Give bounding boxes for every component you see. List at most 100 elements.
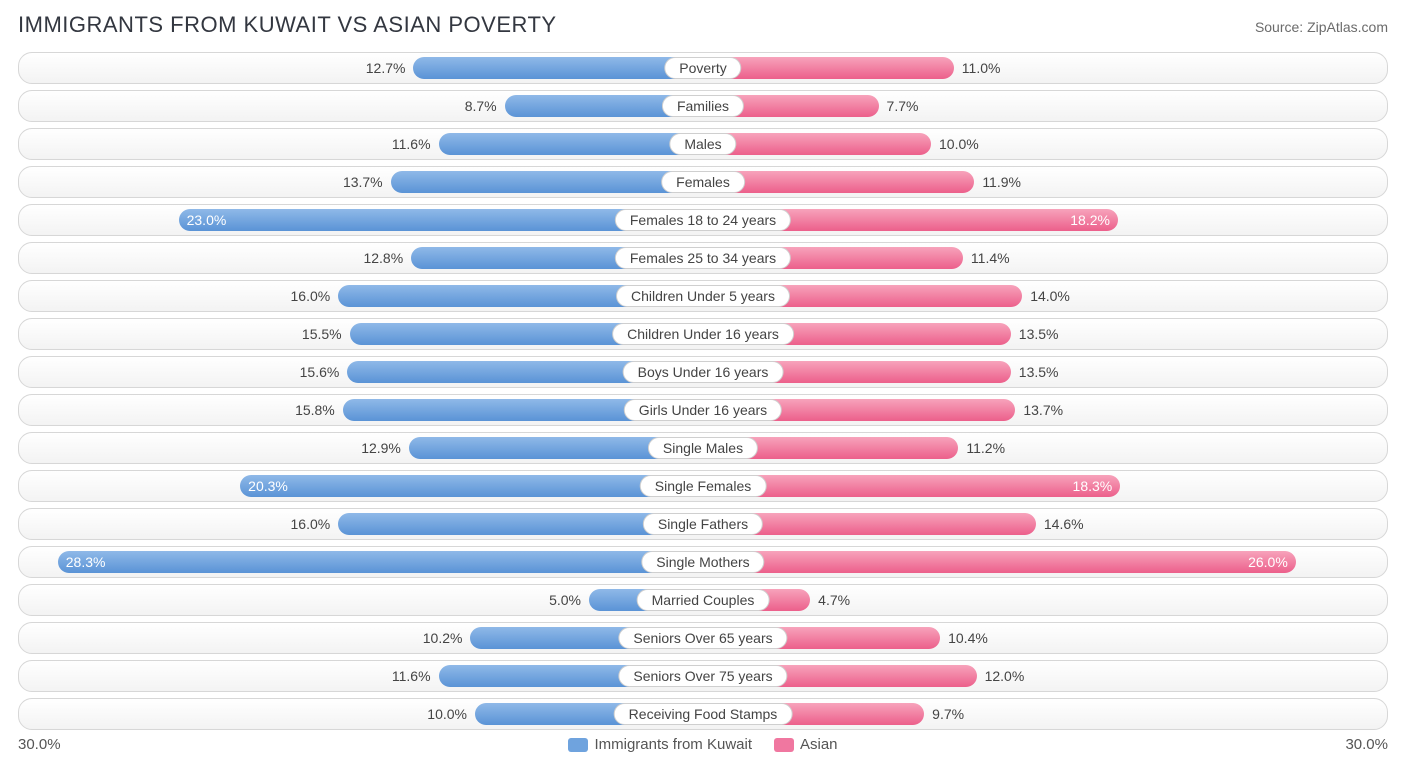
category-label: Single Mothers: [641, 551, 764, 573]
value-label-right: 11.4%: [963, 250, 1010, 266]
row-right-half: 9.7%: [703, 699, 1387, 729]
row-right-half: 13.5%: [703, 319, 1387, 349]
category-label: Families: [662, 95, 744, 117]
bar-right: 10.0%: [703, 133, 931, 155]
value-label-left: 10.0%: [427, 706, 475, 722]
category-label: Females: [661, 171, 745, 193]
value-label-right: 14.0%: [1022, 288, 1070, 304]
chart-row: 28.3% 26.0% Single Mothers: [18, 546, 1388, 578]
row-left-half: 8.7%: [19, 91, 703, 121]
row-left-half: 10.0%: [19, 699, 703, 729]
row-left-half: 23.0%: [19, 205, 703, 235]
category-label: Children Under 16 years: [612, 323, 794, 345]
diverging-bar-chart: 12.7% 11.0% Poverty 8.7% 7.7% Families 11.6% 10…: [18, 52, 1388, 730]
row-left-half: 5.0%: [19, 585, 703, 615]
chart-title: IMMIGRANTS FROM KUWAIT VS ASIAN POVERTY: [18, 12, 557, 38]
value-label-right: 7.7%: [879, 98, 919, 114]
source-name: ZipAtlas.com: [1307, 19, 1388, 35]
bar-right: 26.0%: [703, 551, 1296, 573]
category-label: Females 18 to 24 years: [615, 209, 791, 231]
category-label: Married Couples: [637, 589, 770, 611]
category-label: Boys Under 16 years: [623, 361, 784, 383]
value-label-left: 12.9%: [361, 440, 409, 456]
chart-row: 16.0% 14.0% Children Under 5 years: [18, 280, 1388, 312]
value-label-right: 13.5%: [1011, 364, 1059, 380]
legend-swatch: [774, 738, 794, 752]
value-label-left: 12.7%: [366, 60, 414, 76]
bar-left: 13.7%: [391, 171, 703, 193]
row-right-half: 26.0%: [703, 547, 1387, 577]
chart-row: 15.8% 13.7%Girls Under 16 years: [18, 394, 1388, 426]
chart-row: 12.8%11.4%Females 25 to 34 years: [18, 242, 1388, 274]
value-label-left: 16.0%: [291, 288, 339, 304]
chart-source: Source: ZipAtlas.com: [1255, 19, 1388, 35]
category-label: Poverty: [664, 57, 741, 79]
legend: Immigrants from Kuwait Asian: [61, 736, 1346, 753]
row-right-half: 4.7%: [703, 585, 1387, 615]
bar-left: 28.3%: [58, 551, 703, 573]
row-right-half: 11.2%: [703, 433, 1387, 463]
chart-row: 10.2% 10.4% Seniors Over 65 years: [18, 622, 1388, 654]
category-label: Children Under 5 years: [616, 285, 790, 307]
row-right-half: 18.2%: [703, 205, 1387, 235]
value-label-right: 11.2%: [958, 440, 1005, 456]
value-label-right: 10.0%: [931, 136, 979, 152]
value-label-right: 26.0%: [1248, 554, 1288, 570]
row-right-half: 14.6%: [703, 509, 1387, 539]
chart-row: 15.6% 13.5% Boys Under 16 years: [18, 356, 1388, 388]
value-label-left: 10.2%: [423, 630, 471, 646]
value-label-right: 10.4%: [940, 630, 988, 646]
row-left-half: 15.6%: [19, 357, 703, 387]
row-left-half: 12.8%: [19, 243, 703, 273]
legend-label: Asian: [800, 736, 838, 753]
chart-row: 12.7% 11.0% Poverty: [18, 52, 1388, 84]
value-label-left: 11.6%: [392, 136, 439, 152]
row-left-half: 28.3%: [19, 547, 703, 577]
legend-item: Asian: [774, 736, 838, 753]
row-right-half: 7.7%: [703, 91, 1387, 121]
chart-row: 11.6%10.0%Males: [18, 128, 1388, 160]
value-label-right: 13.5%: [1011, 326, 1059, 342]
category-label: Girls Under 16 years: [624, 399, 782, 421]
category-label: Males: [669, 133, 736, 155]
chart-row: 20.3% 18.3% Single Females: [18, 470, 1388, 502]
value-label-right: 18.3%: [1073, 478, 1113, 494]
bar-left: 20.3%: [240, 475, 703, 497]
category-label: Single Females: [640, 475, 767, 497]
row-right-half: 11.9%: [703, 167, 1387, 197]
legend-item: Immigrants from Kuwait: [568, 736, 752, 753]
chart-row: 13.7%11.9%Females: [18, 166, 1388, 198]
category-label: Seniors Over 65 years: [618, 627, 787, 649]
value-label-left: 11.6%: [392, 668, 439, 684]
value-label-left: 5.0%: [549, 592, 589, 608]
legend-label: Immigrants from Kuwait: [594, 736, 752, 753]
chart-footer: 30.0% Immigrants from KuwaitAsian 30.0%: [18, 736, 1388, 753]
category-label: Single Fathers: [643, 513, 763, 535]
row-right-half: 13.5%: [703, 357, 1387, 387]
value-label-right: 11.0%: [954, 60, 1001, 76]
chart-row: 8.7% 7.7% Families: [18, 90, 1388, 122]
category-label: Receiving Food Stamps: [614, 703, 793, 725]
row-right-half: 11.0%: [703, 53, 1387, 83]
legend-swatch: [568, 738, 588, 752]
value-label-right: 9.7%: [924, 706, 964, 722]
value-label-right: 14.6%: [1036, 516, 1084, 532]
value-label-left: 15.8%: [295, 402, 343, 418]
row-left-half: 10.2%: [19, 623, 703, 653]
value-label-left: 8.7%: [465, 98, 505, 114]
row-left-half: 11.6%: [19, 661, 703, 691]
chart-row: 23.0%18.2%Females 18 to 24 years: [18, 204, 1388, 236]
row-left-half: 12.7%: [19, 53, 703, 83]
value-label-left: 15.5%: [302, 326, 350, 342]
row-left-half: 16.0%: [19, 509, 703, 539]
row-left-half: 15.5%: [19, 319, 703, 349]
row-left-half: 11.6%: [19, 129, 703, 159]
row-right-half: 14.0%: [703, 281, 1387, 311]
chart-row: 11.6%12.0%Seniors Over 75 years: [18, 660, 1388, 692]
row-right-half: 10.0%: [703, 129, 1387, 159]
axis-max-right: 30.0%: [1345, 736, 1388, 753]
row-left-half: 20.3%: [19, 471, 703, 501]
row-right-half: 10.4%: [703, 623, 1387, 653]
row-right-half: 13.7%: [703, 395, 1387, 425]
row-right-half: 11.4%: [703, 243, 1387, 273]
